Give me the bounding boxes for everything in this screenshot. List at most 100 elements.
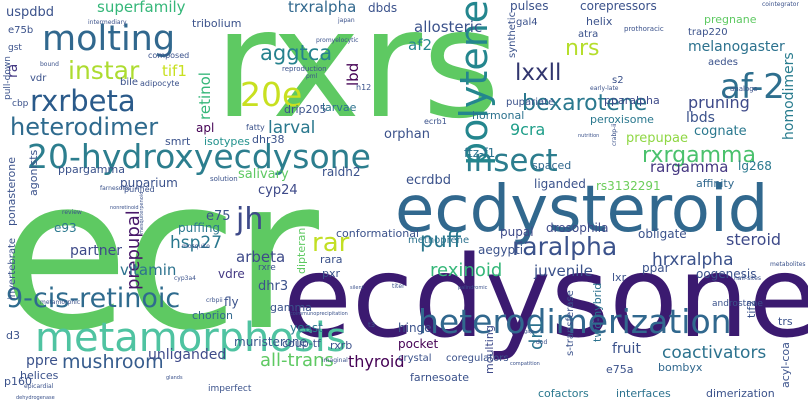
word-raldh2: raldh2	[322, 165, 361, 179]
word-all-trans: all-trans	[260, 350, 334, 371]
word-nrs: nrs	[565, 36, 600, 61]
word-spaced: spaced	[532, 159, 572, 172]
word-yeast: yeast	[290, 321, 323, 335]
word-9cra: 9cra	[510, 120, 546, 139]
word-t3: t3	[368, 321, 376, 329]
word-rara: rara	[320, 253, 343, 266]
word-imperfect: imperfect	[208, 384, 252, 394]
word-palindromic: palindromic	[458, 285, 488, 291]
word-rxre: rxre	[258, 263, 276, 273]
word-thyroid: thyroid	[348, 352, 405, 371]
word-isotypes: isotypes	[204, 135, 250, 148]
word-arbeta: arbeta	[236, 248, 286, 266]
word-crystal: crystal	[398, 353, 432, 364]
word-compatition: compatition	[510, 361, 540, 367]
word-smrt: smrt	[165, 135, 191, 148]
word-puff: puff	[420, 228, 462, 252]
word-aedes: aedes	[708, 57, 738, 68]
word-acyl-coa: acyl-coa	[779, 342, 792, 388]
word-corepressors: corepressors	[580, 0, 657, 13]
word-dipteran: dipteran	[295, 227, 308, 274]
word-melanogaster: melanogaster	[688, 39, 785, 55]
word-cyp3a4: cyp3a4	[174, 275, 196, 282]
word-tribolium: tribolium	[192, 17, 242, 30]
word-raralpha: raralpha	[512, 232, 618, 261]
word-steroid: steroid	[726, 230, 782, 249]
word-bile: bile	[120, 77, 139, 88]
word-obligate: obligate	[638, 227, 687, 241]
word-crbpii: crbpii	[206, 297, 223, 304]
word-salivary: salivary	[238, 167, 289, 182]
word-invertebrate: invertebrate	[7, 237, 18, 300]
word-pml: pml	[306, 73, 318, 80]
word-hsp27: hsp27	[170, 233, 223, 253]
word-atra: atra	[578, 29, 599, 40]
word-e75b: e75b	[8, 25, 34, 36]
word-helix: helix	[586, 15, 613, 28]
word-ftz-f1: ftz-f1	[464, 146, 496, 160]
word-pulses: pulses	[510, 0, 549, 13]
word-farnesoate: farnesoate	[410, 371, 469, 384]
word-purified: purified	[124, 185, 155, 194]
word-gamma: gamma	[270, 301, 312, 314]
word-glands: glands	[166, 375, 183, 381]
word-hrxralpha: hrxralpha	[652, 250, 734, 270]
word-metamorphosis: metamorphosis	[35, 315, 347, 361]
word-bexarotene: bexarotene	[522, 91, 648, 116]
word-prepupae: prepupae	[626, 131, 689, 146]
word-half-sites: half-sites	[734, 275, 762, 282]
word-bound: bound	[40, 61, 59, 68]
word-gst: gst	[8, 43, 22, 53]
word-ecdysone: ecdysone	[283, 233, 808, 363]
word-af2: af2	[408, 36, 433, 54]
word-composed: composed	[148, 51, 190, 60]
word-20e: 20e	[240, 75, 303, 114]
word-lbds: lbds	[686, 110, 715, 126]
word-p160: p160	[4, 375, 32, 388]
word-pocket: pocket	[398, 337, 439, 351]
word-peroxisome: peroxisome	[590, 113, 654, 126]
word-puffing: puffing	[178, 221, 221, 235]
word-epicardial: epicardial	[24, 383, 54, 390]
word-aegypti: aegypti	[478, 243, 524, 257]
word-dimerization: dimerization	[706, 387, 775, 400]
word-af-2: af-2	[720, 67, 785, 107]
word-moulting: moulting	[483, 325, 496, 374]
word-review: review	[62, 209, 82, 216]
word-orphan: orphan	[384, 127, 430, 142]
word-uspdbd: uspdbd	[6, 5, 55, 20]
word-puparium: puparium	[120, 176, 178, 190]
word-partner: partner	[70, 243, 122, 259]
word-tif1: tif1	[162, 62, 187, 80]
word-vitamin: vitamin	[120, 261, 177, 279]
word-rxrs: rxrs	[214, 0, 501, 152]
word-coimmunoprecipitation: coimmunoprecipitation	[290, 311, 348, 317]
word-fruit: fruit	[612, 341, 641, 357]
word-dbds: dbds	[368, 1, 398, 15]
word-farnesoids: farnesoids	[100, 185, 132, 192]
word-s2: s2	[612, 75, 624, 86]
word-pxr: pxr	[322, 267, 341, 280]
word-silent: silent	[350, 285, 364, 291]
word-juvenile: juvenile	[534, 262, 593, 280]
word-20-hydroxyecdysone: 20-hydroxyecdysone	[27, 137, 371, 176]
word-promyelocytic: promyelocytic	[316, 37, 359, 44]
word-lg268: lg268	[738, 159, 772, 173]
word-ecdysteroid: ecdysteroid	[395, 173, 769, 247]
word-japan: japan	[338, 17, 355, 24]
word-d3: d3	[6, 329, 20, 342]
word-pruning: pruning	[688, 93, 750, 112]
word-e75: e75	[206, 209, 231, 224]
word-dehydrogenase: dehydrogenase	[16, 395, 55, 401]
word-cyp24: cyp24	[258, 183, 298, 198]
word-ppar: ppar	[642, 261, 670, 275]
word-rxrgamma: rxrgamma	[642, 143, 756, 168]
word-pregnane: pregnane	[704, 13, 757, 26]
word-rexinoid: rexinoid	[430, 260, 503, 281]
word-vdr: vdr	[30, 73, 47, 84]
word-gal4: gal4	[516, 17, 538, 28]
word-fatty: fatty	[246, 123, 265, 132]
word-two-hybrid: two-hybrid	[591, 282, 604, 342]
word-molting: molting	[42, 19, 176, 59]
word-rs3132291: rs3132291	[596, 179, 661, 193]
